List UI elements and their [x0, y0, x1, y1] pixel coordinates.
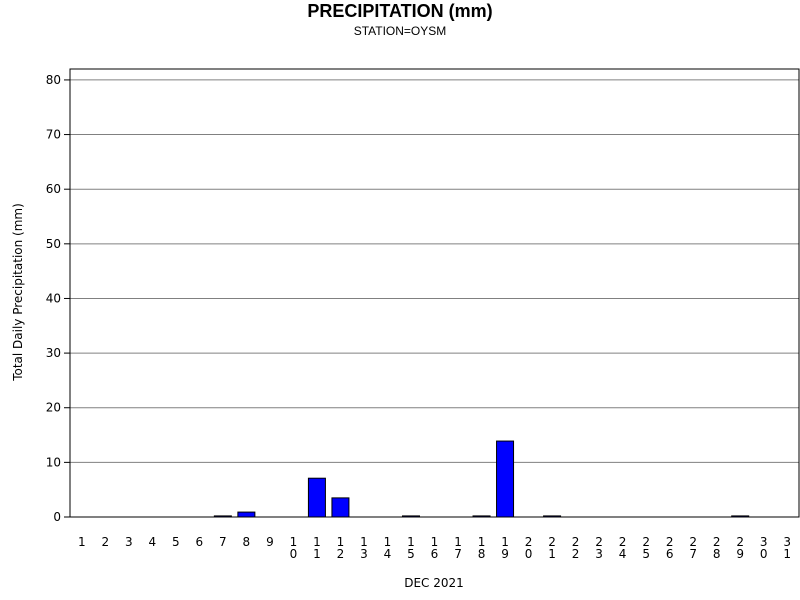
chart-subtitle: STATION=OYSM [354, 24, 447, 38]
y-tick-label: 20 [46, 401, 61, 415]
y-tick-label: 80 [46, 73, 61, 87]
y-tick-label: 0 [53, 510, 61, 524]
x-tick-label: 3 [125, 535, 133, 549]
bar [237, 511, 256, 518]
y-tick-label: 70 [46, 128, 61, 142]
chart-title: PRECIPITATION (mm) [307, 1, 492, 21]
bar [331, 497, 350, 518]
x-axis-label: DEC 2021 [404, 576, 464, 590]
bars [213, 440, 750, 518]
y-axis-label: Total Daily Precipitation (mm) [11, 203, 25, 382]
y-tick-label: 60 [46, 182, 61, 196]
x-tick-label: 8 [243, 535, 251, 549]
x-tick-label: 5 [172, 535, 180, 549]
x-tick-label: 1 [78, 535, 86, 549]
bar [307, 477, 326, 518]
plot-frame [69, 68, 800, 518]
y-tick-label: 10 [46, 455, 61, 469]
bar [496, 440, 515, 518]
y-tick-label: 30 [46, 346, 61, 360]
gridlines [70, 79, 799, 463]
x-tick-label: 6 [196, 535, 204, 549]
x-tick-label: 4 [148, 535, 156, 549]
y-tick-label: 40 [46, 291, 61, 305]
y-tick-label: 50 [46, 237, 61, 251]
x-tick-label: 9 [266, 535, 274, 549]
x-tick-label: 7 [219, 535, 227, 549]
x-tick-label: 2 [101, 535, 109, 549]
